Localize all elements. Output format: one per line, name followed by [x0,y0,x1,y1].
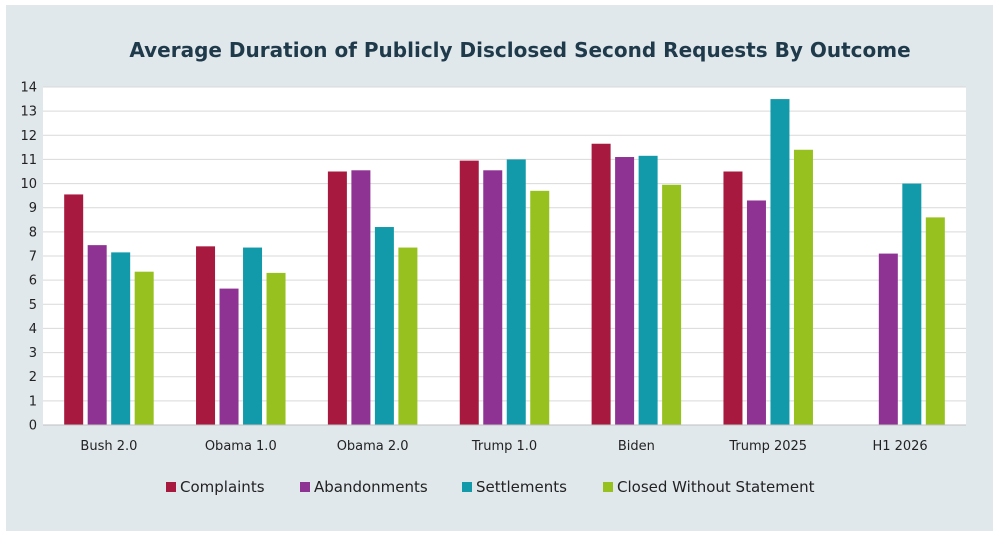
y-tick-label: 2 [29,370,37,385]
bar [615,157,635,425]
y-tick-label: 7 [29,250,37,265]
bar [793,149,813,425]
x-category-label: Obama 2.0 [337,439,409,454]
y-tick-label: 3 [29,346,37,361]
bar [398,247,418,425]
bar [219,288,239,425]
legend-label: Abandonments [314,478,428,496]
bar [723,171,743,425]
bar [530,190,550,425]
legend-item: Abandonments [300,478,428,496]
bar [591,143,611,425]
chart-title: Average Duration of Publicly Disclosed S… [129,38,910,62]
y-tick-label: 9 [29,201,37,216]
y-tick-label: 14 [20,81,37,96]
legend-swatch [300,482,310,492]
y-tick-label: 13 [20,105,37,120]
legend: Complaints Abandonments Settlements Closed … [166,478,815,496]
y-tick-label: 1 [29,394,37,409]
bar [638,155,658,426]
x-axis-categories: Bush 2.0 Obama 1.0 Obama 2.0 Trump 1.0 Biden… [80,439,927,454]
y-tick-label: 10 [20,177,37,192]
x-category-label: Bush 2.0 [80,439,137,454]
bar [351,170,371,425]
bar [374,227,394,425]
bar [64,194,84,425]
y-tick-label: 0 [29,419,37,434]
bars [64,99,945,426]
legend-swatch [166,482,176,492]
bar [196,246,216,425]
bar [459,160,479,425]
bar [483,170,503,425]
legend-label: Complaints [180,478,265,496]
legend-item: Complaints [166,478,265,496]
chart-frame: Average Duration of Publicly Disclosed S… [6,5,993,531]
bar [902,183,922,425]
bar [243,247,263,425]
y-tick-label: 4 [29,322,37,337]
y-tick-label: 5 [29,298,37,313]
x-category-label: Trump 1.0 [471,439,537,454]
y-tick-label: 12 [20,129,37,144]
bar [746,200,766,425]
legend-label: Settlements [476,478,567,496]
bar [134,271,154,425]
bar [925,217,945,425]
bar [770,99,790,426]
bar-chart: Average Duration of Publicly Disclosed S… [20,38,966,496]
x-category-label: Biden [618,439,655,454]
bar [87,245,107,425]
legend-label: Closed Without Statement [617,478,815,496]
bar [266,272,286,425]
legend-swatch [603,482,613,492]
x-category-label: H1 2026 [872,439,927,454]
bar [506,159,526,425]
y-tick-label: 8 [29,225,37,240]
bar [111,252,131,425]
bar [662,184,682,425]
y-tick-label: 6 [29,274,37,289]
legend-swatch [462,482,472,492]
bar [878,253,898,425]
x-category-label: Obama 1.0 [205,439,277,454]
bar [327,171,347,425]
x-category-label: Trump 2025 [728,439,807,454]
legend-item: Settlements [462,478,567,496]
y-tick-label: 11 [20,153,37,168]
legend-item: Closed Without Statement [603,478,815,496]
